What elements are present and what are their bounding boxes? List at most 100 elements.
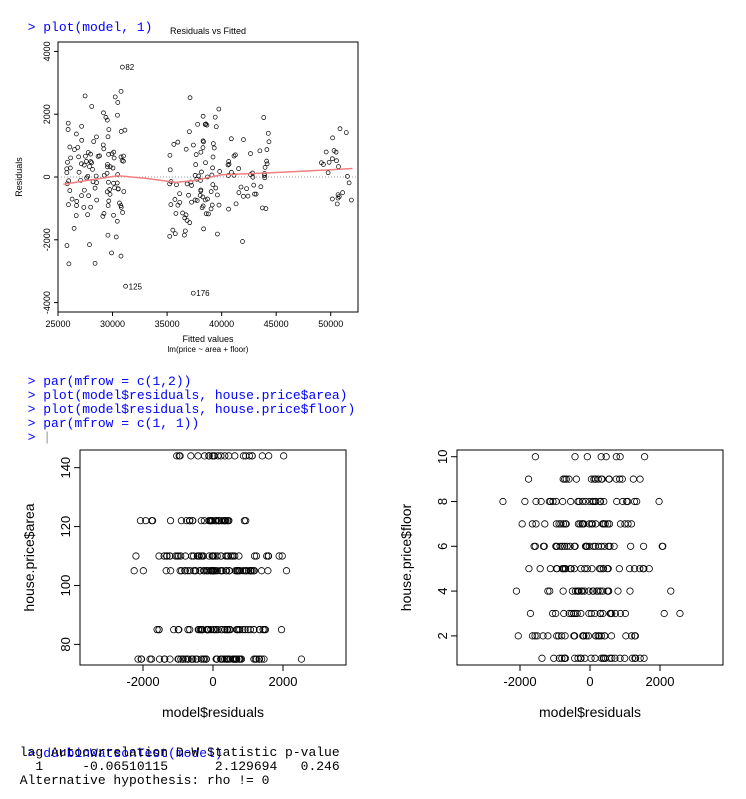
data-point <box>560 542 569 550</box>
data-point <box>640 453 649 461</box>
data-point <box>213 185 219 191</box>
data-point <box>266 139 272 145</box>
data-point <box>193 152 199 157</box>
data-point <box>92 185 98 191</box>
data-point <box>101 110 106 116</box>
data-point <box>630 565 639 573</box>
data-point <box>187 129 192 135</box>
data-point <box>115 100 121 105</box>
outlier-label: 125 <box>129 282 143 291</box>
data-point <box>262 175 268 181</box>
data-point <box>69 196 75 202</box>
data-point <box>115 112 120 118</box>
data-point <box>591 654 599 662</box>
data-point <box>197 193 203 198</box>
data-point <box>592 497 600 506</box>
data-point <box>97 153 102 159</box>
data-point <box>587 609 595 618</box>
console-input-line[interactable]: > | <box>27 430 52 445</box>
data-point <box>241 626 249 634</box>
data-point <box>336 164 341 169</box>
data-point <box>88 159 94 165</box>
data-point <box>205 552 213 560</box>
data-point <box>216 106 222 112</box>
data-point <box>579 632 587 640</box>
command-text: durbinWatsonTest(model) <box>43 746 223 761</box>
outlier-label: 176 <box>196 289 210 298</box>
data-point <box>667 587 675 595</box>
data-point <box>245 452 253 460</box>
y-tick-label: 140 <box>58 457 73 479</box>
data-point <box>115 186 121 192</box>
data-point <box>552 609 560 618</box>
data-point <box>195 121 200 127</box>
data-point <box>335 192 341 198</box>
data-point <box>560 609 568 618</box>
y-tick-label: 0 <box>42 174 52 179</box>
data-point <box>583 565 591 573</box>
data-point <box>105 164 110 170</box>
data-point <box>628 654 636 662</box>
data-point <box>258 452 266 460</box>
data-point <box>210 154 216 160</box>
data-point <box>118 88 124 94</box>
dw-values: 1 -0.06510115 2.129694 0.246 <box>12 759 340 774</box>
data-point <box>104 170 110 176</box>
data-point <box>251 182 257 188</box>
data-point <box>94 180 99 186</box>
data-point <box>192 197 198 203</box>
data-point <box>179 655 187 663</box>
data-point <box>118 205 124 210</box>
data-point <box>532 520 540 528</box>
y-tick-label: 4 <box>435 587 450 594</box>
data-point <box>248 151 253 156</box>
data-point <box>567 609 576 618</box>
data-point <box>190 552 198 560</box>
data-point <box>113 234 119 240</box>
data-point <box>226 173 231 178</box>
data-point <box>521 497 529 506</box>
data-point <box>87 242 92 247</box>
data-point <box>610 542 618 550</box>
data-point <box>162 567 170 575</box>
console-prompt: > <box>27 20 36 35</box>
data-point <box>621 609 629 618</box>
data-point <box>181 232 187 238</box>
x-tick-label: 0 <box>209 674 216 689</box>
data-point <box>597 453 605 461</box>
data-point <box>528 632 537 640</box>
y-tick-label: 2000 <box>42 104 52 124</box>
data-point <box>209 552 217 560</box>
data-point <box>599 654 607 662</box>
data-point <box>330 196 335 202</box>
data-point <box>512 587 521 595</box>
outlier-point <box>190 290 196 296</box>
data-point <box>629 475 637 483</box>
data-point <box>255 626 264 634</box>
data-point <box>240 517 248 525</box>
data-point <box>246 626 255 634</box>
data-point <box>104 189 110 195</box>
data-point <box>616 453 624 461</box>
data-point <box>536 565 544 573</box>
data-point <box>115 172 121 177</box>
data-point <box>171 142 177 147</box>
data-point <box>203 160 208 166</box>
data-point <box>132 552 140 560</box>
data-point <box>200 113 206 119</box>
data-point <box>541 520 549 528</box>
data-point <box>100 142 106 148</box>
data-point <box>571 453 579 461</box>
data-point <box>585 587 593 595</box>
data-point <box>257 148 263 154</box>
data-point <box>323 149 329 155</box>
data-point <box>533 632 541 640</box>
data-point <box>100 213 106 219</box>
data-point <box>552 520 561 528</box>
y-axis-label: house.price$area <box>21 503 37 611</box>
data-point <box>226 161 232 167</box>
data-point <box>565 609 573 618</box>
data-point <box>233 567 241 575</box>
command-text: plot(model, 1) <box>43 20 153 35</box>
x-axis-label: Fitted values <box>182 334 234 344</box>
